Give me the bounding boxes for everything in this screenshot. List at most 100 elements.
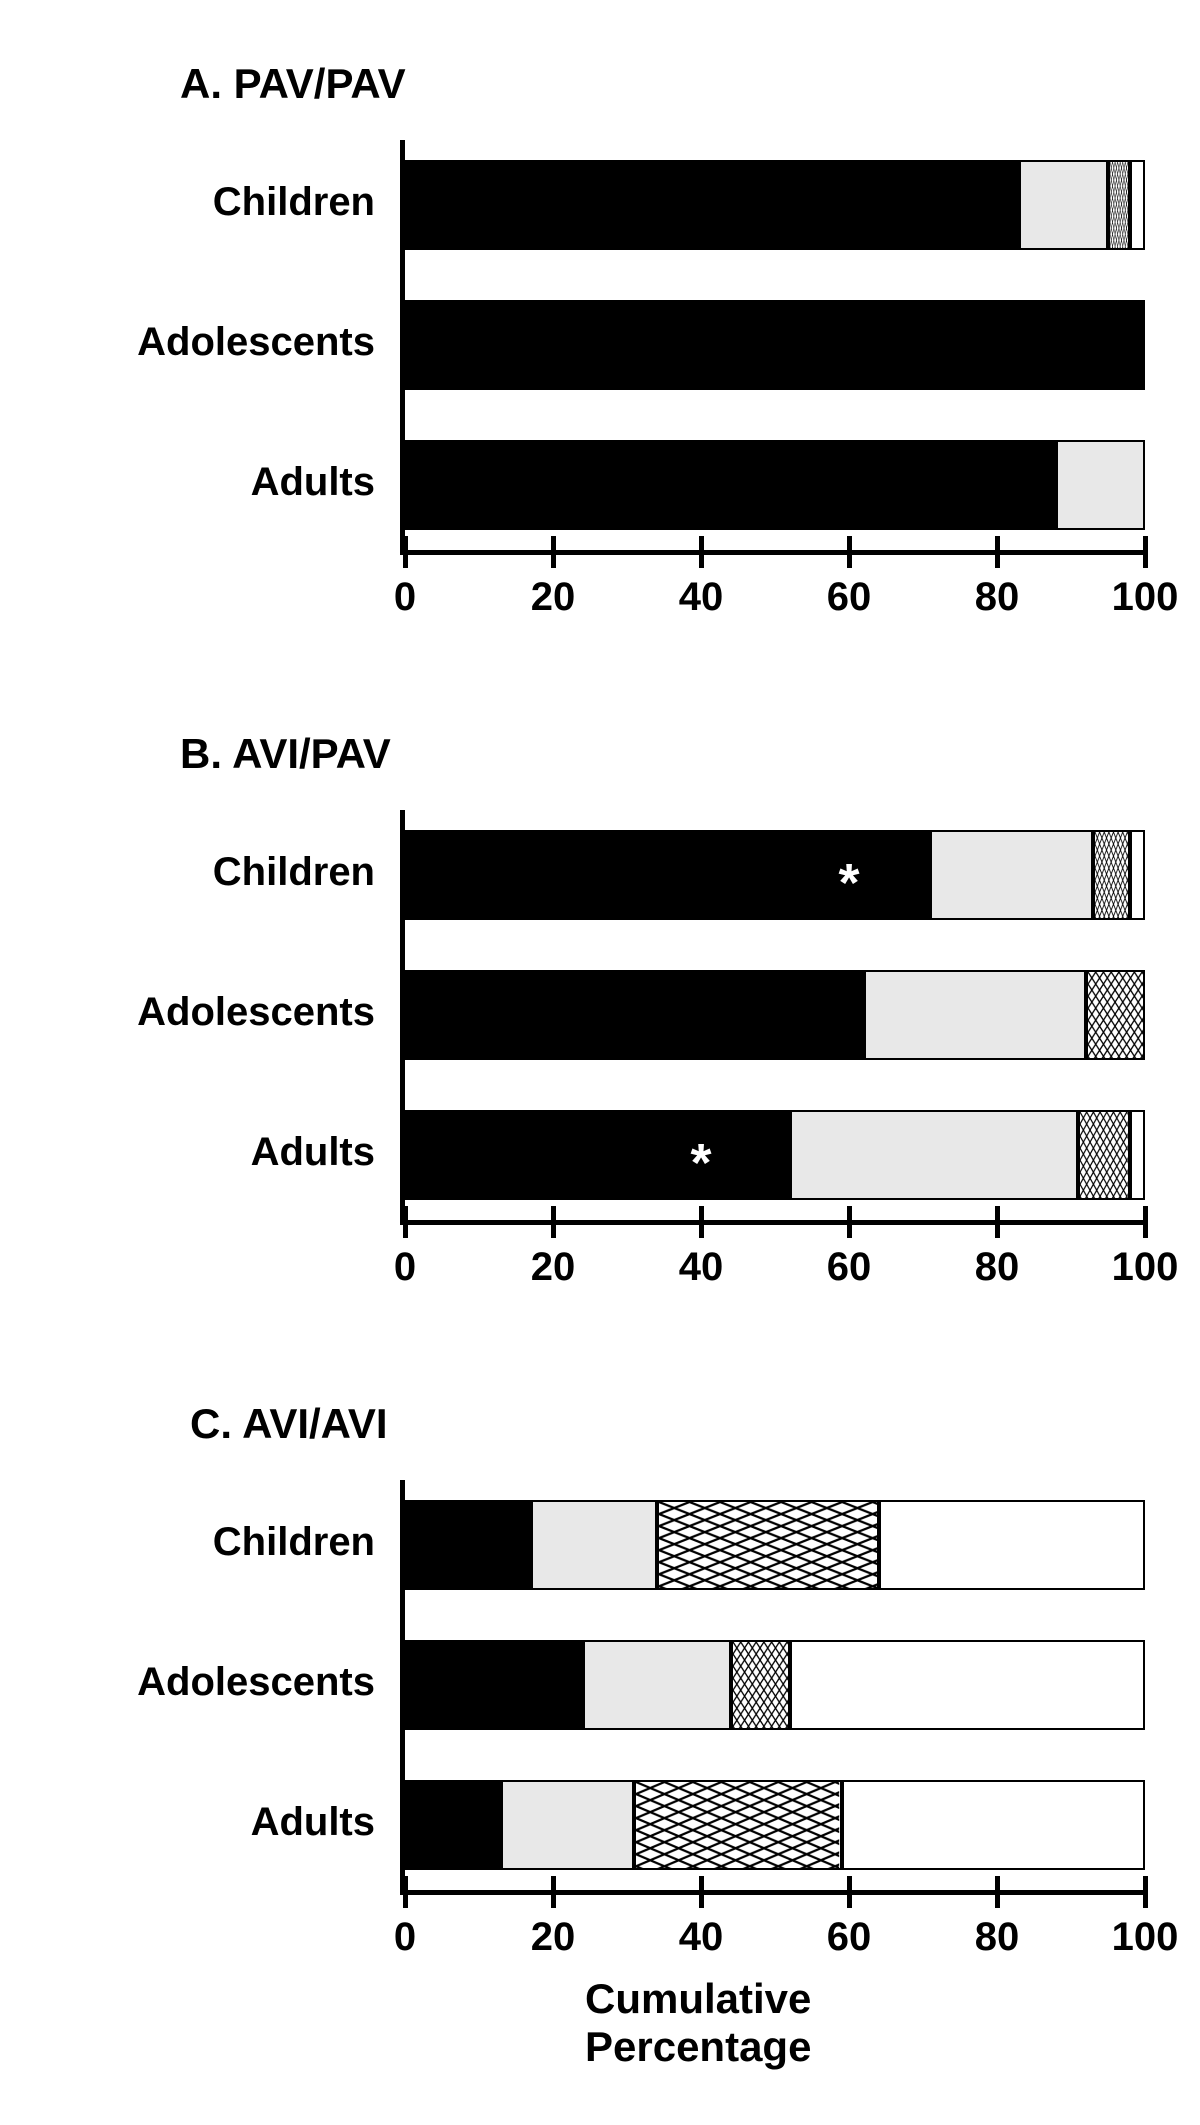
x-tick [551,1220,556,1238]
x-tick-label: 100 [1112,575,1179,620]
bar-segment-gray [1056,440,1145,530]
x-tick-label: 20 [531,1915,576,1960]
bar-segment-black [405,1110,790,1200]
x-tick [551,550,556,568]
x-tick-inner [699,536,704,550]
x-tick [995,550,1000,568]
bar-segment-white [842,1780,1145,1870]
x-tick-inner [995,1876,1000,1890]
bar-segment-hatch [1093,830,1130,920]
x-tick-inner [403,536,408,550]
bar-segment-gray [790,1110,1079,1200]
x-tick-inner [995,536,1000,550]
bar-segment-black [405,1500,531,1590]
x-tick-label: 40 [679,575,724,620]
bar-row [405,1780,1145,1870]
bar-segment-black [405,440,1056,530]
category-label: Adolescents [60,1660,375,1705]
x-tick-label: 80 [975,1915,1020,1960]
significance-star: * [838,852,859,914]
bar-segment-hatch [731,1640,790,1730]
panel-b: B. AVI/PAVChildrenAdolescentsAdults **02… [60,710,1140,1350]
x-tick-inner [699,1206,704,1220]
x-tick-inner [403,1876,408,1890]
plot-area: 020406080100 [400,140,1145,555]
x-tick-label: 0 [394,1245,416,1290]
bar-segment-hatch [1086,970,1145,1060]
panel-title: A. PAV/PAV [180,60,406,108]
bar-segment-white [879,1500,1145,1590]
x-tick-label: 60 [827,1245,872,1290]
category-label: Children [60,1520,375,1565]
bar-segment-gray [531,1500,657,1590]
bar-row [405,1640,1145,1730]
x-tick-label: 80 [975,1245,1020,1290]
x-tick-label: 0 [394,575,416,620]
x-tick-inner [847,1206,852,1220]
category-label: Adolescents [60,320,375,365]
bar-row [405,970,1145,1060]
bar-segment-gray [501,1780,634,1870]
bar-segment-white [1130,830,1145,920]
x-tick-label: 100 [1112,1245,1179,1290]
x-tick-inner [551,536,556,550]
x-tick [403,1220,408,1238]
x-tick [1143,1220,1148,1238]
bar-segment-black [405,300,1145,390]
bar-segment-gray [930,830,1093,920]
category-label: Adults [60,460,375,505]
x-tick-inner [551,1206,556,1220]
x-tick [699,550,704,568]
bar-row [405,440,1145,530]
bar-segment-gray [1019,160,1108,250]
bar-segment-white [1130,1110,1145,1200]
plot-area: 020406080100 [400,1480,1145,1895]
x-tick-inner [847,536,852,550]
x-tick-inner [403,1206,408,1220]
category-label: Children [60,850,375,895]
x-tick-label: 40 [679,1915,724,1960]
category-label: Adults [60,1800,375,1845]
panel-title: B. AVI/PAV [180,730,391,778]
x-tick-inner [699,1876,704,1890]
bar-segment-hatch [657,1500,879,1590]
x-tick-label: 60 [827,575,872,620]
figure-container: A. PAV/PAVChildrenAdolescentsAdults 0204… [0,0,1200,2125]
x-tick-inner [551,1876,556,1890]
significance-star: * [690,1132,711,1194]
x-tick [1143,550,1148,568]
bar-segment-white [790,1640,1145,1730]
x-tick-inner [1143,1206,1148,1220]
category-label: Adolescents [60,990,375,1035]
bar-row [405,830,1145,920]
x-tick [1143,1890,1148,1908]
x-tick-label: 100 [1112,1915,1179,1960]
category-label: Adults [60,1130,375,1175]
bar-row [405,300,1145,390]
x-tick [403,550,408,568]
x-axis-label: Cumulative Percentage [585,1975,955,2071]
bar-segment-black [405,160,1019,250]
x-tick-inner [847,1876,852,1890]
x-tick [995,1890,1000,1908]
bar-segment-black [405,970,864,1060]
x-tick [847,1220,852,1238]
x-tick [551,1890,556,1908]
x-tick [403,1890,408,1908]
x-tick-label: 20 [531,575,576,620]
bar-segment-hatch [1078,1110,1130,1200]
x-tick-inner [1143,1876,1148,1890]
panel-a: A. PAV/PAVChildrenAdolescentsAdults 0204… [60,40,1140,680]
bar-row [405,1110,1145,1200]
panel-title: C. AVI/AVI [190,1400,388,1448]
bar-segment-black [405,1780,501,1870]
x-tick-label: 60 [827,1915,872,1960]
bar-segment-gray [864,970,1086,1060]
bar-segment-hatch [634,1780,841,1870]
x-tick [699,1890,704,1908]
x-tick-inner [995,1206,1000,1220]
x-tick [847,550,852,568]
bar-row [405,1500,1145,1590]
x-tick [995,1220,1000,1238]
bar-segment-gray [583,1640,731,1730]
